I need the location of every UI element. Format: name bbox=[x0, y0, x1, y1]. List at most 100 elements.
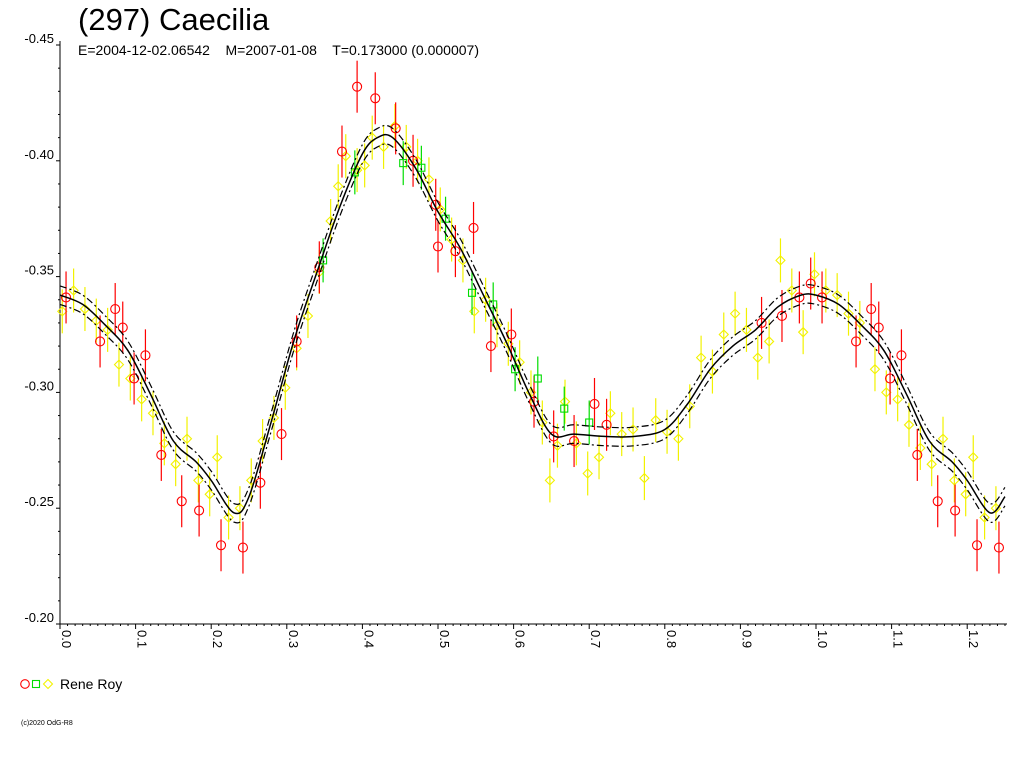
red-circle-point bbox=[450, 246, 461, 257]
yellow-diamond-point bbox=[775, 255, 786, 266]
red-circle-point bbox=[95, 336, 106, 347]
x-tick-label: 0.9 bbox=[739, 630, 754, 648]
red-circle-point bbox=[601, 419, 612, 430]
yellow-diamond-point bbox=[616, 428, 627, 440]
x-tick-label: 1.0 bbox=[815, 630, 830, 648]
yellow-diamond-point bbox=[211, 451, 223, 463]
red-circle-point bbox=[528, 396, 540, 407]
x-tick-label: 0.3 bbox=[286, 630, 301, 648]
y-tick-label: -0.40 bbox=[24, 147, 54, 162]
x-tick-label: 0.8 bbox=[664, 630, 679, 648]
yellow-diamond-point bbox=[797, 326, 809, 338]
yellow-diamond-point bbox=[639, 472, 650, 484]
yellow-diamond-point bbox=[340, 150, 352, 162]
yellow-diamond-point bbox=[831, 289, 843, 301]
yellow-diamond-point bbox=[136, 394, 147, 405]
yellow-diamond-point bbox=[752, 352, 764, 363]
red-circle-point bbox=[971, 540, 983, 551]
yellow-diamond-point bbox=[125, 373, 136, 384]
yellow-diamond-point bbox=[695, 352, 707, 363]
yellow-diamond-point bbox=[552, 440, 563, 451]
red-circle-point bbox=[370, 93, 381, 104]
yellow-diamond-point bbox=[544, 475, 556, 486]
red-circle-point bbox=[932, 496, 943, 507]
y-tick-label: -0.35 bbox=[24, 263, 54, 278]
green-square-point bbox=[533, 374, 542, 383]
red-circle-point bbox=[866, 303, 877, 315]
yellow-diamond-point bbox=[559, 396, 571, 407]
red-circle-point bbox=[816, 292, 828, 303]
yellow-diamond-point bbox=[181, 433, 193, 444]
green-square-point bbox=[467, 288, 477, 297]
green-square-point bbox=[585, 418, 594, 427]
yellow-diamond-point bbox=[537, 417, 548, 428]
red-circle-point bbox=[993, 542, 1005, 553]
chart-title: (297) Caecilia bbox=[78, 2, 270, 37]
yellow-diamond-point bbox=[763, 336, 775, 347]
fit-upper-bound bbox=[59, 124, 1006, 505]
x-tick-label: 0.1 bbox=[135, 630, 150, 648]
yellow-diamond-point bbox=[193, 475, 204, 486]
yellow-diamond-point bbox=[593, 451, 605, 463]
yellow-diamond-point bbox=[325, 215, 336, 227]
yellow-diamond-point bbox=[718, 329, 730, 340]
green-square-point bbox=[399, 159, 408, 168]
red-circle-point bbox=[912, 449, 923, 460]
green-square-point bbox=[417, 163, 426, 172]
x-tick-label: 0.4 bbox=[361, 630, 376, 648]
red-circle-point bbox=[110, 303, 121, 315]
x-tick-label: 1.2 bbox=[966, 630, 981, 648]
x-tick-label: 0.0 bbox=[59, 630, 74, 648]
x-tick-label: 0.5 bbox=[437, 630, 452, 648]
yellow-diamond-point bbox=[514, 357, 525, 368]
yellow-diamond-point bbox=[892, 394, 903, 405]
red-circle-point bbox=[390, 123, 401, 134]
yellow-diamond-point bbox=[332, 180, 344, 192]
yellow-diamond-point bbox=[302, 310, 314, 322]
y-tick-label: -0.30 bbox=[24, 378, 54, 393]
yellow-diamond-point bbox=[741, 324, 752, 336]
yellow-diamond-point bbox=[729, 308, 741, 319]
yellow-diamond-point bbox=[926, 458, 937, 470]
red-circle-point bbox=[485, 341, 496, 352]
red-circle-point bbox=[156, 449, 167, 460]
red-circle-point bbox=[255, 477, 266, 488]
red-circle-point bbox=[950, 505, 961, 516]
x-tick-label: 0.2 bbox=[210, 630, 225, 648]
yellow-diamond-point bbox=[605, 407, 616, 419]
yellow-diamond-point bbox=[469, 306, 480, 317]
red-circle-point bbox=[140, 350, 151, 361]
red-circle-point bbox=[336, 146, 348, 157]
red-circle-point bbox=[291, 336, 302, 347]
red-circle-point bbox=[873, 322, 884, 333]
red-circle-point bbox=[589, 398, 600, 410]
x-tick-label: 0.7 bbox=[588, 630, 603, 648]
red-circle-point bbox=[569, 435, 580, 447]
yellow-diamond-point bbox=[434, 204, 446, 215]
x-tick-label: 1.1 bbox=[891, 630, 906, 648]
yellow-diamond-point bbox=[223, 512, 234, 523]
yellow-diamond-point bbox=[102, 324, 113, 336]
red-circle-point bbox=[885, 373, 896, 384]
red-circle-point bbox=[60, 292, 72, 303]
green-square-point bbox=[489, 300, 498, 309]
yellow-diamond-point bbox=[967, 451, 979, 463]
legend: Rene Roy bbox=[19, 674, 122, 694]
yellow-diamond-point bbox=[113, 359, 125, 370]
red-circle-point bbox=[194, 505, 205, 516]
yellow-diamond-point bbox=[869, 363, 881, 375]
red-circle-point bbox=[896, 350, 907, 361]
yellow-diamond-point bbox=[809, 269, 820, 280]
red-circle-point bbox=[176, 496, 187, 507]
yellow-diamond-point bbox=[650, 414, 662, 426]
fit-curve bbox=[59, 133, 1006, 515]
yellow-diamond-point bbox=[366, 132, 378, 143]
yellow-diamond-point bbox=[147, 407, 159, 419]
red-circle-point bbox=[805, 278, 816, 289]
legend-label: Rene Roy bbox=[60, 676, 123, 692]
yellow-diamond-point bbox=[170, 458, 181, 470]
red-circle-point bbox=[756, 317, 767, 328]
yellow-diamond-point bbox=[204, 489, 215, 500]
yellow-diamond-point bbox=[673, 433, 684, 444]
